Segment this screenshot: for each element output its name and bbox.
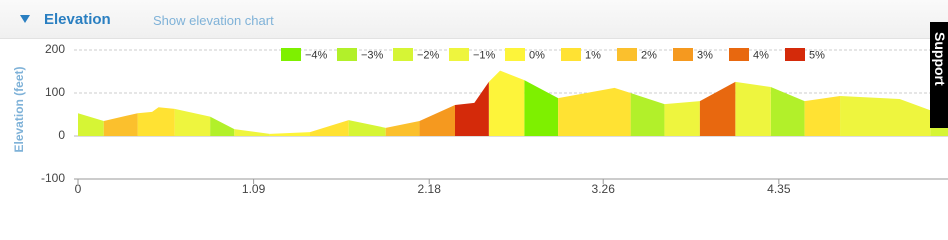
elevation-area [385, 120, 420, 136]
legend-label: −2% [417, 49, 440, 61]
elevation-area [310, 120, 349, 136]
elevation-area [558, 87, 631, 136]
legend-label: −1% [473, 49, 496, 61]
elevation-area [770, 86, 805, 136]
show-chart-link[interactable]: Show elevation chart [153, 13, 274, 28]
elevation-area [488, 70, 525, 136]
section-header[interactable]: Elevation Show elevation chart [0, 0, 948, 39]
support-label[interactable]: Support [932, 32, 948, 86]
elevation-area [455, 81, 489, 136]
legend-label: −3% [361, 49, 384, 61]
legend-swatch [393, 48, 413, 61]
y-tick-label: 100 [45, 85, 65, 99]
legend-swatch [281, 48, 301, 61]
legend-label: 2% [641, 49, 657, 61]
elevation-area [735, 81, 771, 136]
x-tick-label: 2.18 [418, 182, 442, 196]
elevation-area [210, 116, 235, 136]
x-tick-label: 0 [75, 182, 82, 196]
legend-swatch [673, 48, 693, 61]
y-tick-label: -100 [41, 171, 65, 185]
elevation-area [234, 129, 270, 136]
legend-swatch [505, 48, 525, 61]
y-tick-label: 0 [58, 128, 65, 142]
legend-label: 5% [809, 49, 825, 61]
section-title[interactable]: Elevation [44, 11, 111, 28]
legend-swatch [729, 48, 749, 61]
elevation-area [524, 80, 559, 136]
legend-label: 1% [585, 49, 601, 61]
elevation-area [664, 101, 700, 136]
elevation-area [630, 93, 665, 136]
elevation-area [840, 96, 931, 136]
elevation-area [348, 120, 386, 136]
elevation-area [269, 132, 310, 136]
x-tick-label: 1.09 [242, 182, 266, 196]
y-tick-label: 200 [45, 42, 65, 56]
collapse-icon[interactable] [20, 15, 30, 23]
x-tick-label: 3.26 [592, 182, 616, 196]
elevation-area [804, 96, 841, 136]
elevation-area [103, 113, 138, 136]
legend-swatch [449, 48, 469, 61]
legend-label: 4% [753, 49, 769, 61]
elevation-area [419, 105, 455, 136]
legend-swatch [337, 48, 357, 61]
elevation-area [137, 107, 175, 136]
legend-swatch [785, 48, 805, 61]
y-axis-label: Elevation (feet) [12, 66, 26, 152]
legend-label: −4% [305, 49, 328, 61]
elevation-area [78, 113, 104, 136]
support-tab[interactable]: Support [930, 22, 948, 128]
elevation-area [699, 81, 736, 136]
page: Elevation Show elevation chart -100 0 100 2… [0, 0, 948, 196]
legend-label: 0% [529, 49, 545, 61]
elevation-chart: -100 0 100 200 Elevation (feet) 0 1.09 2.18 3.26… [12, 42, 948, 196]
x-tick-label: 4.35 [767, 182, 791, 196]
legend-swatch [561, 48, 581, 61]
legend-swatch [617, 48, 637, 61]
elevation-area [174, 108, 211, 136]
legend-label: 3% [697, 49, 713, 61]
